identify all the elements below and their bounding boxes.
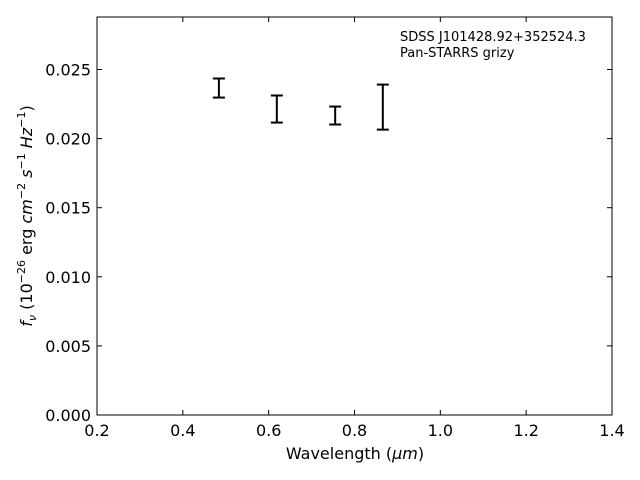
y-label-part: −2 [15, 183, 28, 199]
x-label-part: Wavelength ( [286, 444, 392, 463]
error-bar [212, 77, 225, 99]
x-tick-label: 1.4 [599, 421, 624, 440]
y-tick-label: 0.010 [45, 268, 91, 287]
x-tick-label: 1.2 [513, 421, 538, 440]
x-tick-label: 0.8 [342, 421, 367, 440]
error-bar [270, 94, 283, 124]
y-label-part: (10 [17, 283, 36, 315]
y-tick-label: 0.015 [45, 199, 91, 218]
y-label-part: ) [17, 105, 36, 111]
error-bar [329, 105, 342, 126]
y-label-part: −1 [15, 112, 28, 128]
x-tick-label: 0.4 [170, 421, 195, 440]
x-label-part: ) [418, 444, 424, 463]
error-bar [376, 83, 389, 131]
y-label-part: s [17, 170, 36, 183]
x-tick-label: 0.2 [84, 421, 109, 440]
y-label-part: erg [17, 224, 36, 260]
y-label-part: f [17, 319, 36, 327]
x-axis-label: Wavelength (μm) [286, 444, 424, 463]
y-label-part: −1 [15, 153, 28, 169]
y-tick-label: 0.020 [45, 130, 91, 149]
y-label-part: −26 [15, 260, 28, 283]
y-label-part: Hz [17, 127, 36, 153]
y-label-part: ν [26, 315, 39, 321]
annotation: Pan-STARRS grizy [400, 46, 515, 61]
x-tick-label: 1.0 [428, 421, 453, 440]
y-label-part: cm [17, 199, 36, 223]
y-tick-label: 0.000 [45, 406, 91, 425]
y-tick-label: 0.025 [45, 61, 91, 80]
x-label-part: μm [391, 444, 418, 463]
y-axis-label: fν (10−26 erg cm−2 s−1 Hz−1) [15, 105, 39, 326]
y-tick-label: 0.005 [45, 337, 91, 356]
x-tick-label: 0.6 [256, 421, 281, 440]
annotation: SDSS J101428.92+352524.3 [400, 30, 586, 45]
